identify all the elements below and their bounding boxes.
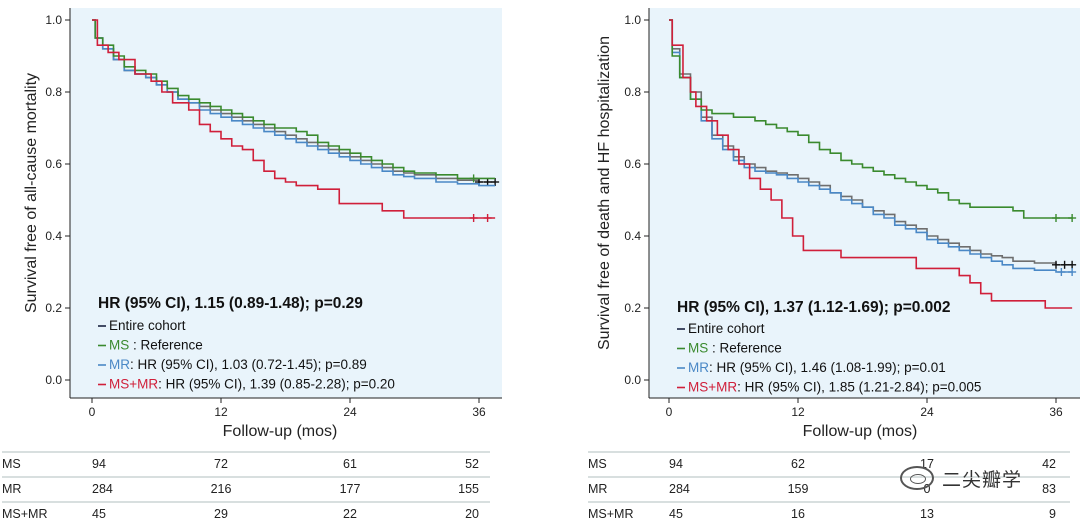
hr-summary: HR (95% CI), 1.15 (0.89-1.48); p=0.29 — [98, 295, 363, 312]
risk-value: 20 — [465, 507, 479, 521]
y-tick-label: 0.2 — [45, 301, 62, 315]
legend-label: MS : Reference — [688, 341, 782, 356]
risk-value: 45 — [669, 507, 683, 521]
risk-value: 9 — [1049, 507, 1056, 521]
risk-table: MS 94 72 61 52 MR 284 216 177 155 MS+MR 45 29 22 20 — [2, 451, 490, 521]
y-tick-label: 0.4 — [624, 229, 641, 243]
x-tick-label: 36 — [1049, 405, 1063, 419]
x-tick-label: 12 — [214, 405, 228, 419]
x-tick-label: 24 — [343, 405, 357, 419]
risk-value: 42 — [1042, 457, 1056, 471]
risk-row-label: MR — [588, 482, 607, 496]
legend-item-msmr: MS+MR: HR (95% CI), 1.39 (0.85-2.28); p=… — [98, 377, 395, 392]
legend-label: MS+MR: HR (95% CI), 1.85 (1.21-2.84); p=… — [688, 380, 981, 395]
risk-value: 155 — [458, 482, 479, 496]
risk-row-label: MS — [588, 457, 607, 471]
series-ms-curve — [92, 19, 496, 180]
risk-value: 72 — [214, 457, 228, 471]
risk-value: 94 — [92, 457, 106, 471]
risk-value: 52 — [465, 457, 479, 471]
legend-item-entire: Entire cohort — [98, 318, 186, 333]
risk-value: 216 — [211, 482, 232, 496]
y-axis-title: Survival free of all-cause mortality — [23, 73, 40, 313]
risk-value: 16 — [791, 507, 805, 521]
series-mr-curve — [669, 19, 1073, 273]
legend-item-ms: MS : Reference — [677, 341, 782, 356]
risk-value: 61 — [343, 457, 357, 471]
risk-value: 83 — [1042, 482, 1056, 496]
risk-row-ms: MS 94 72 61 52 — [2, 457, 479, 471]
y-tick-label: 1.0 — [624, 13, 641, 27]
risk-value: 159 — [788, 482, 809, 496]
risk-value: 29 — [214, 507, 228, 521]
series-msmr-curve — [669, 19, 1073, 309]
risk-value: 284 — [92, 482, 113, 496]
risk-value: 94 — [669, 457, 683, 471]
risk-row-mr: MR 284 216 177 155 — [2, 482, 479, 496]
risk-value: 62 — [791, 457, 805, 471]
x-tick-label: 24 — [920, 405, 934, 419]
risk-row-label: MS+MR — [2, 507, 48, 521]
risk-row-ms-mr: MS+MR 45 16 13 9 — [588, 507, 1056, 521]
risk-value: 13 — [920, 507, 934, 521]
watermark: 二尖瓣学 — [900, 458, 1070, 498]
series-ms-curve — [669, 19, 1073, 219]
risk-row-label: MS+MR — [588, 507, 634, 521]
legend-label: MR: HR (95% CI), 1.46 (1.08-1.99); p=0.0… — [688, 360, 946, 375]
plot-background — [649, 8, 1080, 398]
plot-background — [70, 8, 502, 398]
wechat-icon — [900, 466, 934, 490]
legend-label: MS+MR: HR (95% CI), 1.39 (0.85-2.28); p=… — [109, 377, 395, 392]
risk-row-ms-mr: MS+MR 45 29 22 20 — [2, 507, 479, 521]
risk-value: 0 — [924, 482, 931, 496]
chart-panel-1: 0.0 0.2 0.4 0.6 0.8 1.0 0 12 24 36 Follow-up (mos)… — [2, 8, 502, 521]
x-tick-label: 36 — [472, 405, 486, 419]
chart-panel-2: 0.0 0.2 0.4 0.6 0.8 1.0 0 12 24 36 Follow-up (mos)… — [588, 8, 1080, 521]
y-tick-label: 0.0 — [624, 373, 641, 387]
y-tick-label: 0.2 — [624, 301, 641, 315]
legend-item-mr: MR: HR (95% CI), 1.03 (0.72-1.45); p=0.8… — [98, 357, 367, 372]
y-tick-label: 0.8 — [45, 85, 62, 99]
y-tick-label: 1.0 — [45, 13, 62, 27]
legend-label: Entire cohort — [688, 321, 765, 336]
legend-item-msmr: MS+MR: HR (95% CI), 1.85 (1.21-2.84); p=… — [677, 380, 981, 395]
y-tick-label: 0.6 — [624, 157, 641, 171]
y-tick-label: 0.6 — [45, 157, 62, 171]
y-axis-title: Survival free of death and HF hospitaliz… — [596, 36, 613, 350]
series-mr-curve — [92, 19, 496, 187]
x-tick-label: 0 — [666, 405, 673, 419]
risk-row-label: MR — [2, 482, 21, 496]
legend-item-mr: MR: HR (95% CI), 1.46 (1.08-1.99); p=0.0… — [677, 360, 946, 375]
x-tick-label: 12 — [791, 405, 805, 419]
legend-label: MR: HR (95% CI), 1.03 (0.72-1.45); p=0.8… — [109, 357, 367, 372]
legend-item-entire: Entire cohort — [677, 321, 765, 336]
x-tick-label: 0 — [89, 405, 96, 419]
x-axis-title: Follow-up (mos) — [223, 423, 338, 440]
watermark-text: 二尖瓣学 — [942, 468, 1023, 491]
risk-row-label: MS — [2, 457, 21, 471]
hr-summary: HR (95% CI), 1.37 (1.12-1.69); p=0.002 — [677, 299, 951, 316]
risk-value: 284 — [669, 482, 690, 496]
risk-value: 177 — [340, 482, 361, 496]
legend-item-ms: MS : Reference — [98, 338, 203, 353]
y-tick-label: 0.0 — [45, 373, 62, 387]
risk-value: 22 — [343, 507, 357, 521]
risk-value: 45 — [92, 507, 106, 521]
legend-label: Entire cohort — [109, 318, 186, 333]
y-tick-label: 0.8 — [624, 85, 641, 99]
series-msmr-curve — [92, 19, 496, 219]
risk-row-mr: MR 284 159 0 83 — [588, 482, 1056, 496]
x-axis-title: Follow-up (mos) — [803, 423, 918, 440]
y-tick-label: 0.4 — [45, 229, 62, 243]
legend-label: MS : Reference — [109, 338, 203, 353]
